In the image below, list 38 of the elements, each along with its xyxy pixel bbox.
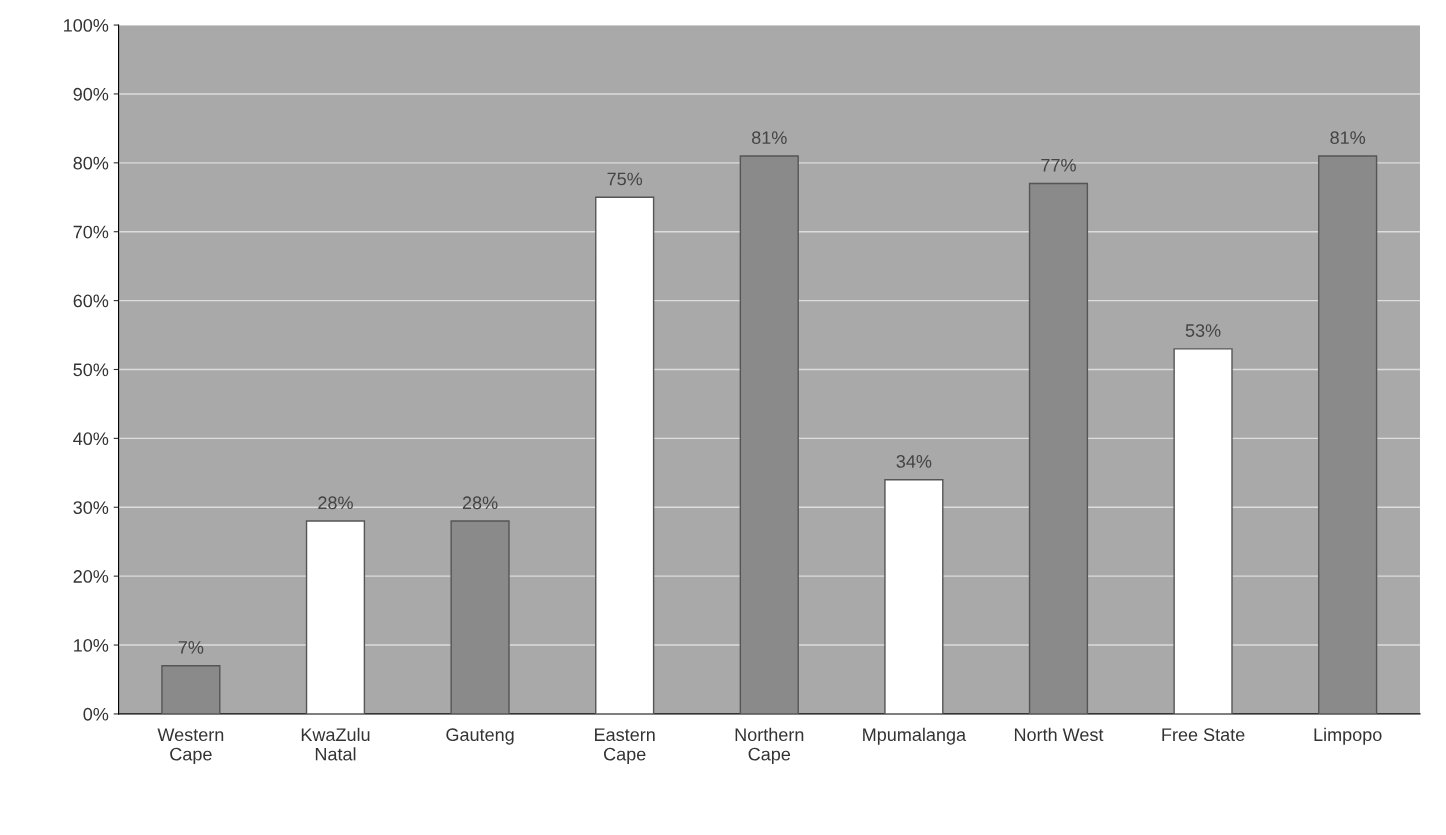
bar <box>161 665 221 714</box>
x-tick-label: Western Cape <box>157 728 224 765</box>
data-label: 77% <box>1041 158 1076 172</box>
x-tick-label: Limpopo <box>1314 727 1382 745</box>
bar <box>739 155 799 714</box>
y-tick-label: 40% <box>73 432 109 446</box>
y-tick-label: 60% <box>73 294 109 308</box>
x-tick-label: KwaZulu Natal <box>301 727 370 761</box>
data-label: 7% <box>178 641 204 654</box>
y-tick-label: 20% <box>73 570 109 583</box>
x-tick-label: Mpumalanga <box>863 727 967 745</box>
data-label: 34% <box>896 455 932 468</box>
x-tick-label: Northern Cape <box>735 727 804 765</box>
bar <box>595 196 655 714</box>
x-tick-label: Gauteng <box>446 728 514 745</box>
bar <box>1028 182 1089 714</box>
bar <box>1173 348 1233 714</box>
y-tick-label: 30% <box>73 501 109 514</box>
data-label: 53% <box>1185 324 1221 337</box>
y-tick-label: 100% <box>64 18 109 32</box>
y-tick-label: 90% <box>73 87 109 101</box>
bar <box>305 520 366 714</box>
data-label: 81% <box>1330 131 1366 145</box>
bar <box>450 520 510 714</box>
y-tick-label: 0% <box>83 707 109 721</box>
y-tick-label: 50% <box>73 363 109 377</box>
bar <box>884 479 944 714</box>
bar <box>1318 155 1378 714</box>
y-tick-label: 70% <box>73 225 109 239</box>
data-label: 28% <box>462 496 498 510</box>
x-tick-label: North West <box>1014 727 1104 742</box>
data-label: 75% <box>607 172 643 186</box>
y-tick-label: 80% <box>73 156 109 170</box>
data-label: 28% <box>318 496 353 510</box>
x-tick-label: Free State <box>1162 728 1245 742</box>
y-tick-label: 10% <box>74 638 109 652</box>
x-tick-label: Eastern Cape <box>595 728 655 765</box>
data-label: 81% <box>751 131 787 145</box>
